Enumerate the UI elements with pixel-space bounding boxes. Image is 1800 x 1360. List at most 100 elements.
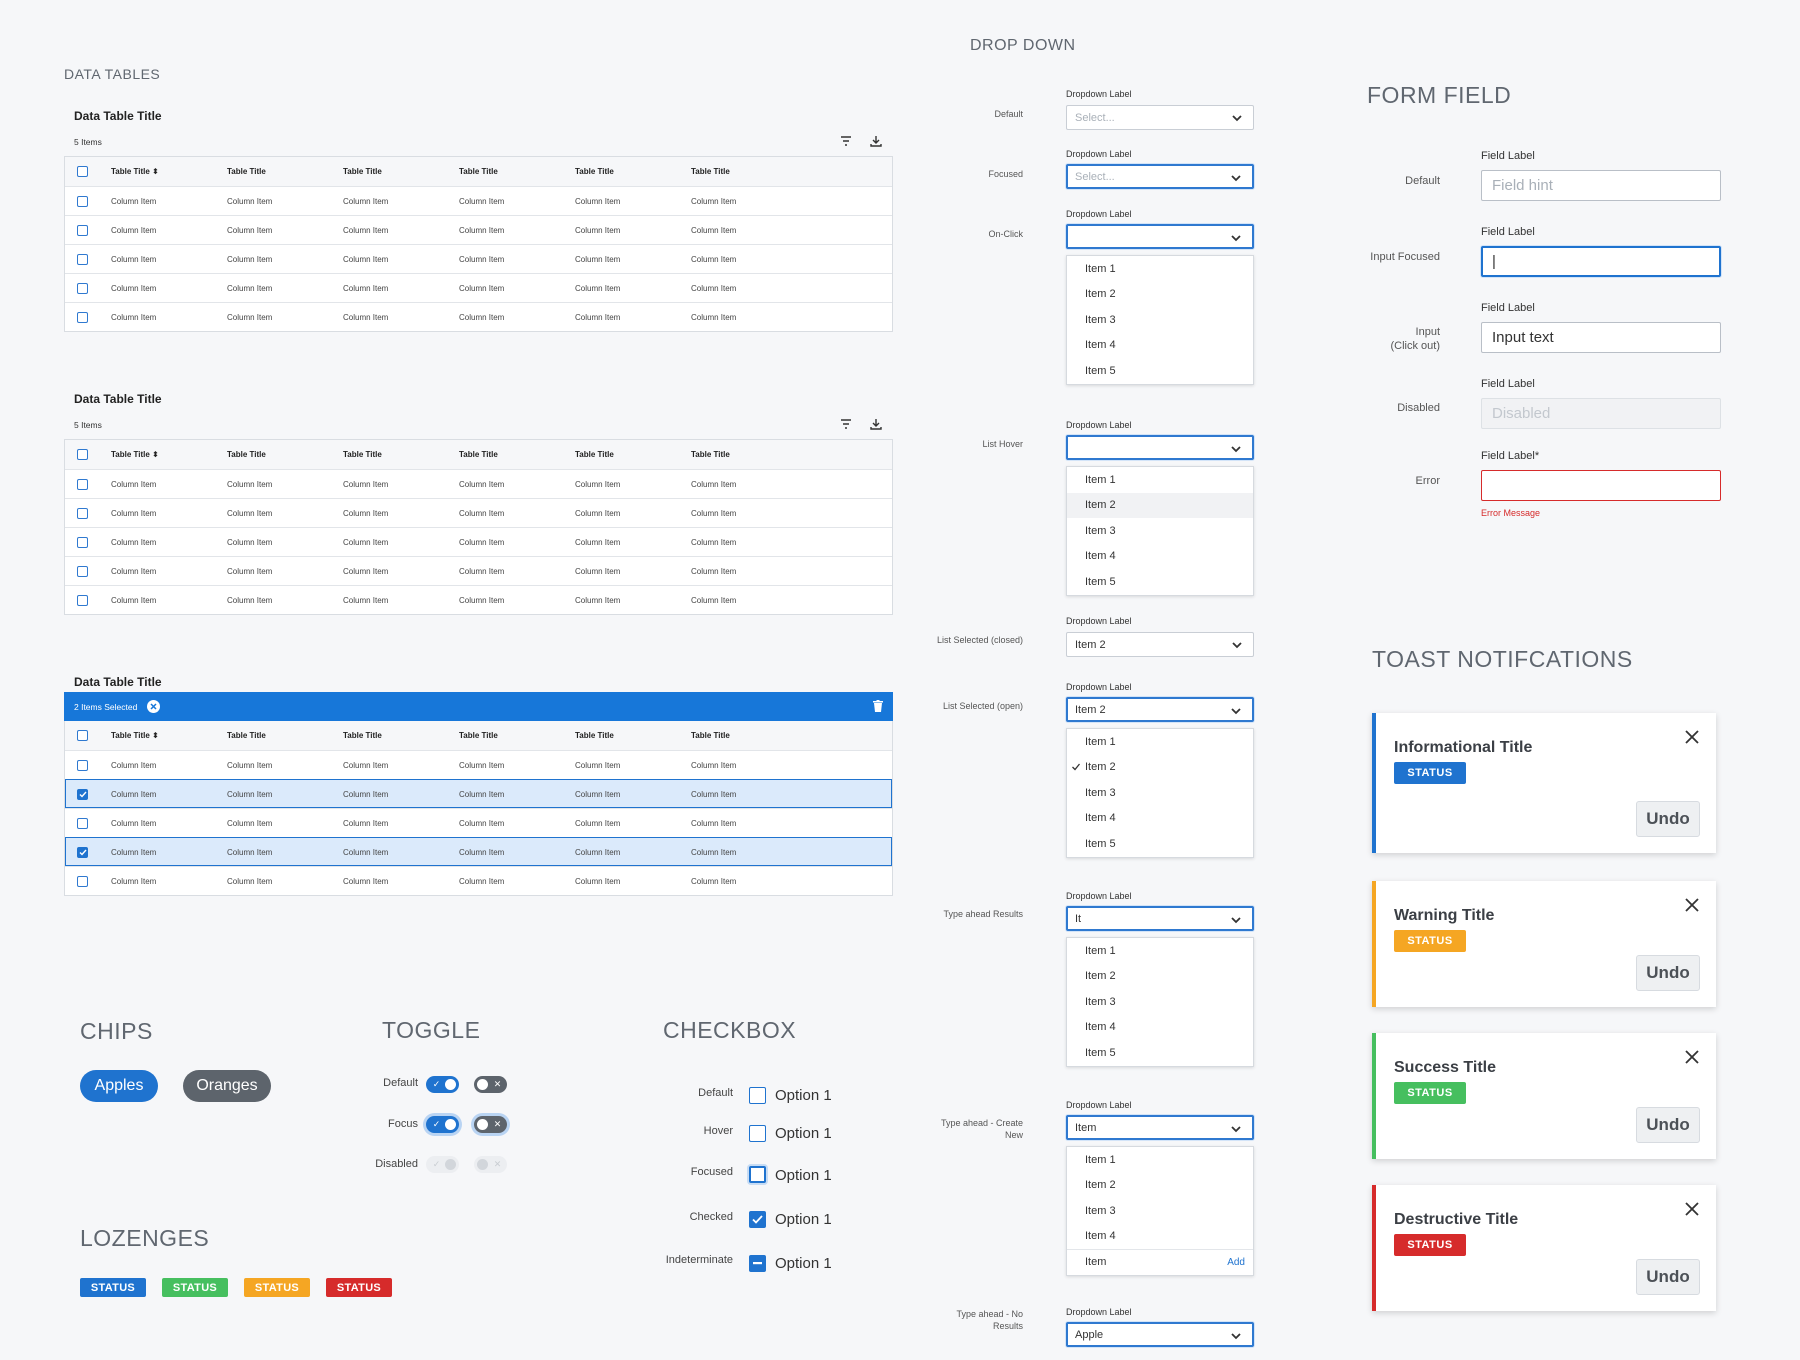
column-header[interactable]: Table Title ⬍ xyxy=(111,167,159,176)
table-row[interactable]: Column Item Column Item Column Item Column … xyxy=(65,186,892,215)
table-row[interactable]: Column Item Column Item Column Item Column … xyxy=(65,808,892,837)
dropdown-option[interactable]: Item 2 xyxy=(1067,755,1253,781)
column-header[interactable]: Table Title ⬍ xyxy=(111,731,159,740)
field-error[interactable] xyxy=(1481,470,1721,501)
column-header[interactable]: Table Title xyxy=(575,731,614,740)
table-row[interactable]: Column Item Column Item Column Item Column … xyxy=(65,527,892,556)
column-header[interactable]: Table Title xyxy=(227,167,266,176)
dropdown-option[interactable]: Item 1 xyxy=(1085,735,1116,748)
row-checkbox[interactable] xyxy=(77,759,88,771)
checkbox-default[interactable] xyxy=(749,1087,766,1104)
dropdown-option[interactable]: Item 2 xyxy=(1085,970,1116,983)
trash-icon[interactable] xyxy=(873,700,883,714)
column-header[interactable]: Table Title xyxy=(691,450,730,459)
filter-icon[interactable] xyxy=(839,417,853,431)
column-header[interactable]: Table Title xyxy=(459,731,498,740)
table-row[interactable]: Column Item Column Item Column Item Column … xyxy=(65,215,892,244)
column-header[interactable]: Table Title xyxy=(343,731,382,740)
dropdown-default[interactable]: Select... xyxy=(1066,105,1254,130)
row-checkbox[interactable] xyxy=(77,195,88,207)
table-row[interactable]: Column Item Column Item Column Item Column … xyxy=(65,498,892,527)
dropdown-option[interactable]: Item 3 xyxy=(1085,313,1116,326)
table-row[interactable]: Column Item Column Item Column Item Column … xyxy=(65,302,892,331)
undo-button[interactable]: Undo xyxy=(1636,1107,1700,1143)
dropdown-selected-open[interactable]: Item 2 xyxy=(1066,697,1254,722)
row-checkbox[interactable] xyxy=(77,788,88,800)
select-all-checkbox[interactable] xyxy=(77,166,88,177)
row-checkbox[interactable] xyxy=(77,875,88,887)
table-row[interactable]: Column Item Column Item Column Item Column … xyxy=(65,750,892,779)
table-row[interactable]: Column Item Column Item Column Item Column … xyxy=(65,779,892,808)
close-icon[interactable] xyxy=(1684,897,1700,913)
dropdown-option[interactable]: Item 2 xyxy=(1085,1179,1116,1192)
checkbox-indeterminate[interactable] xyxy=(749,1255,766,1272)
undo-button[interactable]: Undo xyxy=(1636,801,1700,837)
dropdown-type-ahead-create[interactable]: Item xyxy=(1066,1115,1254,1140)
column-header[interactable]: Table Title xyxy=(459,450,498,459)
dropdown-type-ahead-none[interactable]: Apple xyxy=(1066,1322,1254,1347)
dropdown-option[interactable]: Item 5 xyxy=(1085,837,1116,850)
checkbox-checked[interactable] xyxy=(749,1211,766,1228)
table-row[interactable]: Column Item Column Item Column Item Column … xyxy=(65,556,892,585)
filter-icon[interactable] xyxy=(839,134,853,148)
download-icon[interactable] xyxy=(869,134,883,148)
toggle-off-focus[interactable]: ✕ xyxy=(474,1116,507,1133)
row-checkbox[interactable] xyxy=(77,846,88,858)
row-checkbox[interactable] xyxy=(77,224,88,236)
dropdown-option[interactable]: Item 3 xyxy=(1085,1204,1116,1217)
row-checkbox[interactable] xyxy=(77,507,88,519)
column-header[interactable]: Table Title xyxy=(691,731,730,740)
row-checkbox[interactable] xyxy=(77,536,88,548)
column-header[interactable]: Table Title xyxy=(227,731,266,740)
checkbox-hover[interactable] xyxy=(749,1125,766,1142)
row-checkbox[interactable] xyxy=(77,282,88,294)
field-filled[interactable]: Input text xyxy=(1481,322,1721,353)
dropdown-option[interactable]: Item 1 xyxy=(1085,262,1116,275)
dropdown-option[interactable]: Item 5 xyxy=(1085,1046,1116,1059)
table-row[interactable]: Column Item Column Item Column Item Column … xyxy=(65,273,892,302)
table-row[interactable]: Column Item Column Item Column Item Column … xyxy=(65,244,892,273)
dropdown-type-ahead[interactable]: It xyxy=(1066,906,1254,931)
dropdown-open[interactable] xyxy=(1066,224,1254,249)
column-header[interactable]: Table Title xyxy=(691,167,730,176)
dropdown-option[interactable]: Item 3 xyxy=(1085,786,1116,799)
close-icon[interactable] xyxy=(1684,729,1700,745)
close-icon[interactable] xyxy=(1684,1049,1700,1065)
checkbox-focused[interactable] xyxy=(749,1166,766,1183)
field-default[interactable]: Field hint xyxy=(1481,170,1721,201)
dropdown-focused[interactable]: Select... xyxy=(1066,164,1254,189)
row-checkbox[interactable] xyxy=(77,478,88,490)
dropdown-option[interactable]: Item 5 xyxy=(1085,575,1116,588)
dropdown-option[interactable]: Item 4 xyxy=(1085,812,1116,825)
row-checkbox[interactable] xyxy=(77,594,88,606)
table-row[interactable]: Column Item Column Item Column Item Column … xyxy=(65,469,892,498)
toggle-off[interactable]: ✕ xyxy=(474,1076,507,1093)
dropdown-hover[interactable] xyxy=(1066,435,1254,460)
chip-apples[interactable]: Apples xyxy=(80,1070,158,1102)
dropdown-option[interactable]: Item 4 xyxy=(1085,339,1116,352)
column-header[interactable]: Table Title ⬍ xyxy=(111,450,159,459)
row-checkbox[interactable] xyxy=(77,311,88,323)
toggle-on-focus[interactable]: ✓ xyxy=(426,1116,459,1133)
column-header[interactable]: Table Title xyxy=(459,167,498,176)
table-row[interactable]: Column Item Column Item Column Item Column … xyxy=(65,837,892,866)
dropdown-option[interactable]: Item 1 xyxy=(1085,944,1116,957)
table-row[interactable]: Column Item Column Item Column Item Column … xyxy=(65,585,892,614)
column-header[interactable]: Table Title xyxy=(343,167,382,176)
download-icon[interactable] xyxy=(869,417,883,431)
row-checkbox[interactable] xyxy=(77,817,88,829)
select-all-checkbox[interactable] xyxy=(77,449,88,460)
dropdown-option[interactable]: Item 4 xyxy=(1085,1021,1116,1034)
dropdown-option[interactable]: Item 4 xyxy=(1085,1230,1116,1243)
dropdown-option[interactable]: Item 3 xyxy=(1085,524,1116,537)
dropdown-option[interactable]: Item 3 xyxy=(1085,995,1116,1008)
add-link[interactable]: Add xyxy=(1227,1256,1245,1268)
dropdown-option[interactable]: Item 5 xyxy=(1085,364,1116,377)
dropdown-option[interactable]: Item 1 xyxy=(1085,473,1116,486)
row-checkbox[interactable] xyxy=(77,253,88,265)
row-checkbox[interactable] xyxy=(77,565,88,577)
field-focused[interactable]: | xyxy=(1481,246,1721,277)
undo-button[interactable]: Undo xyxy=(1636,1259,1700,1295)
clear-selection-icon[interactable] xyxy=(147,700,161,713)
select-all-checkbox[interactable] xyxy=(77,730,88,741)
